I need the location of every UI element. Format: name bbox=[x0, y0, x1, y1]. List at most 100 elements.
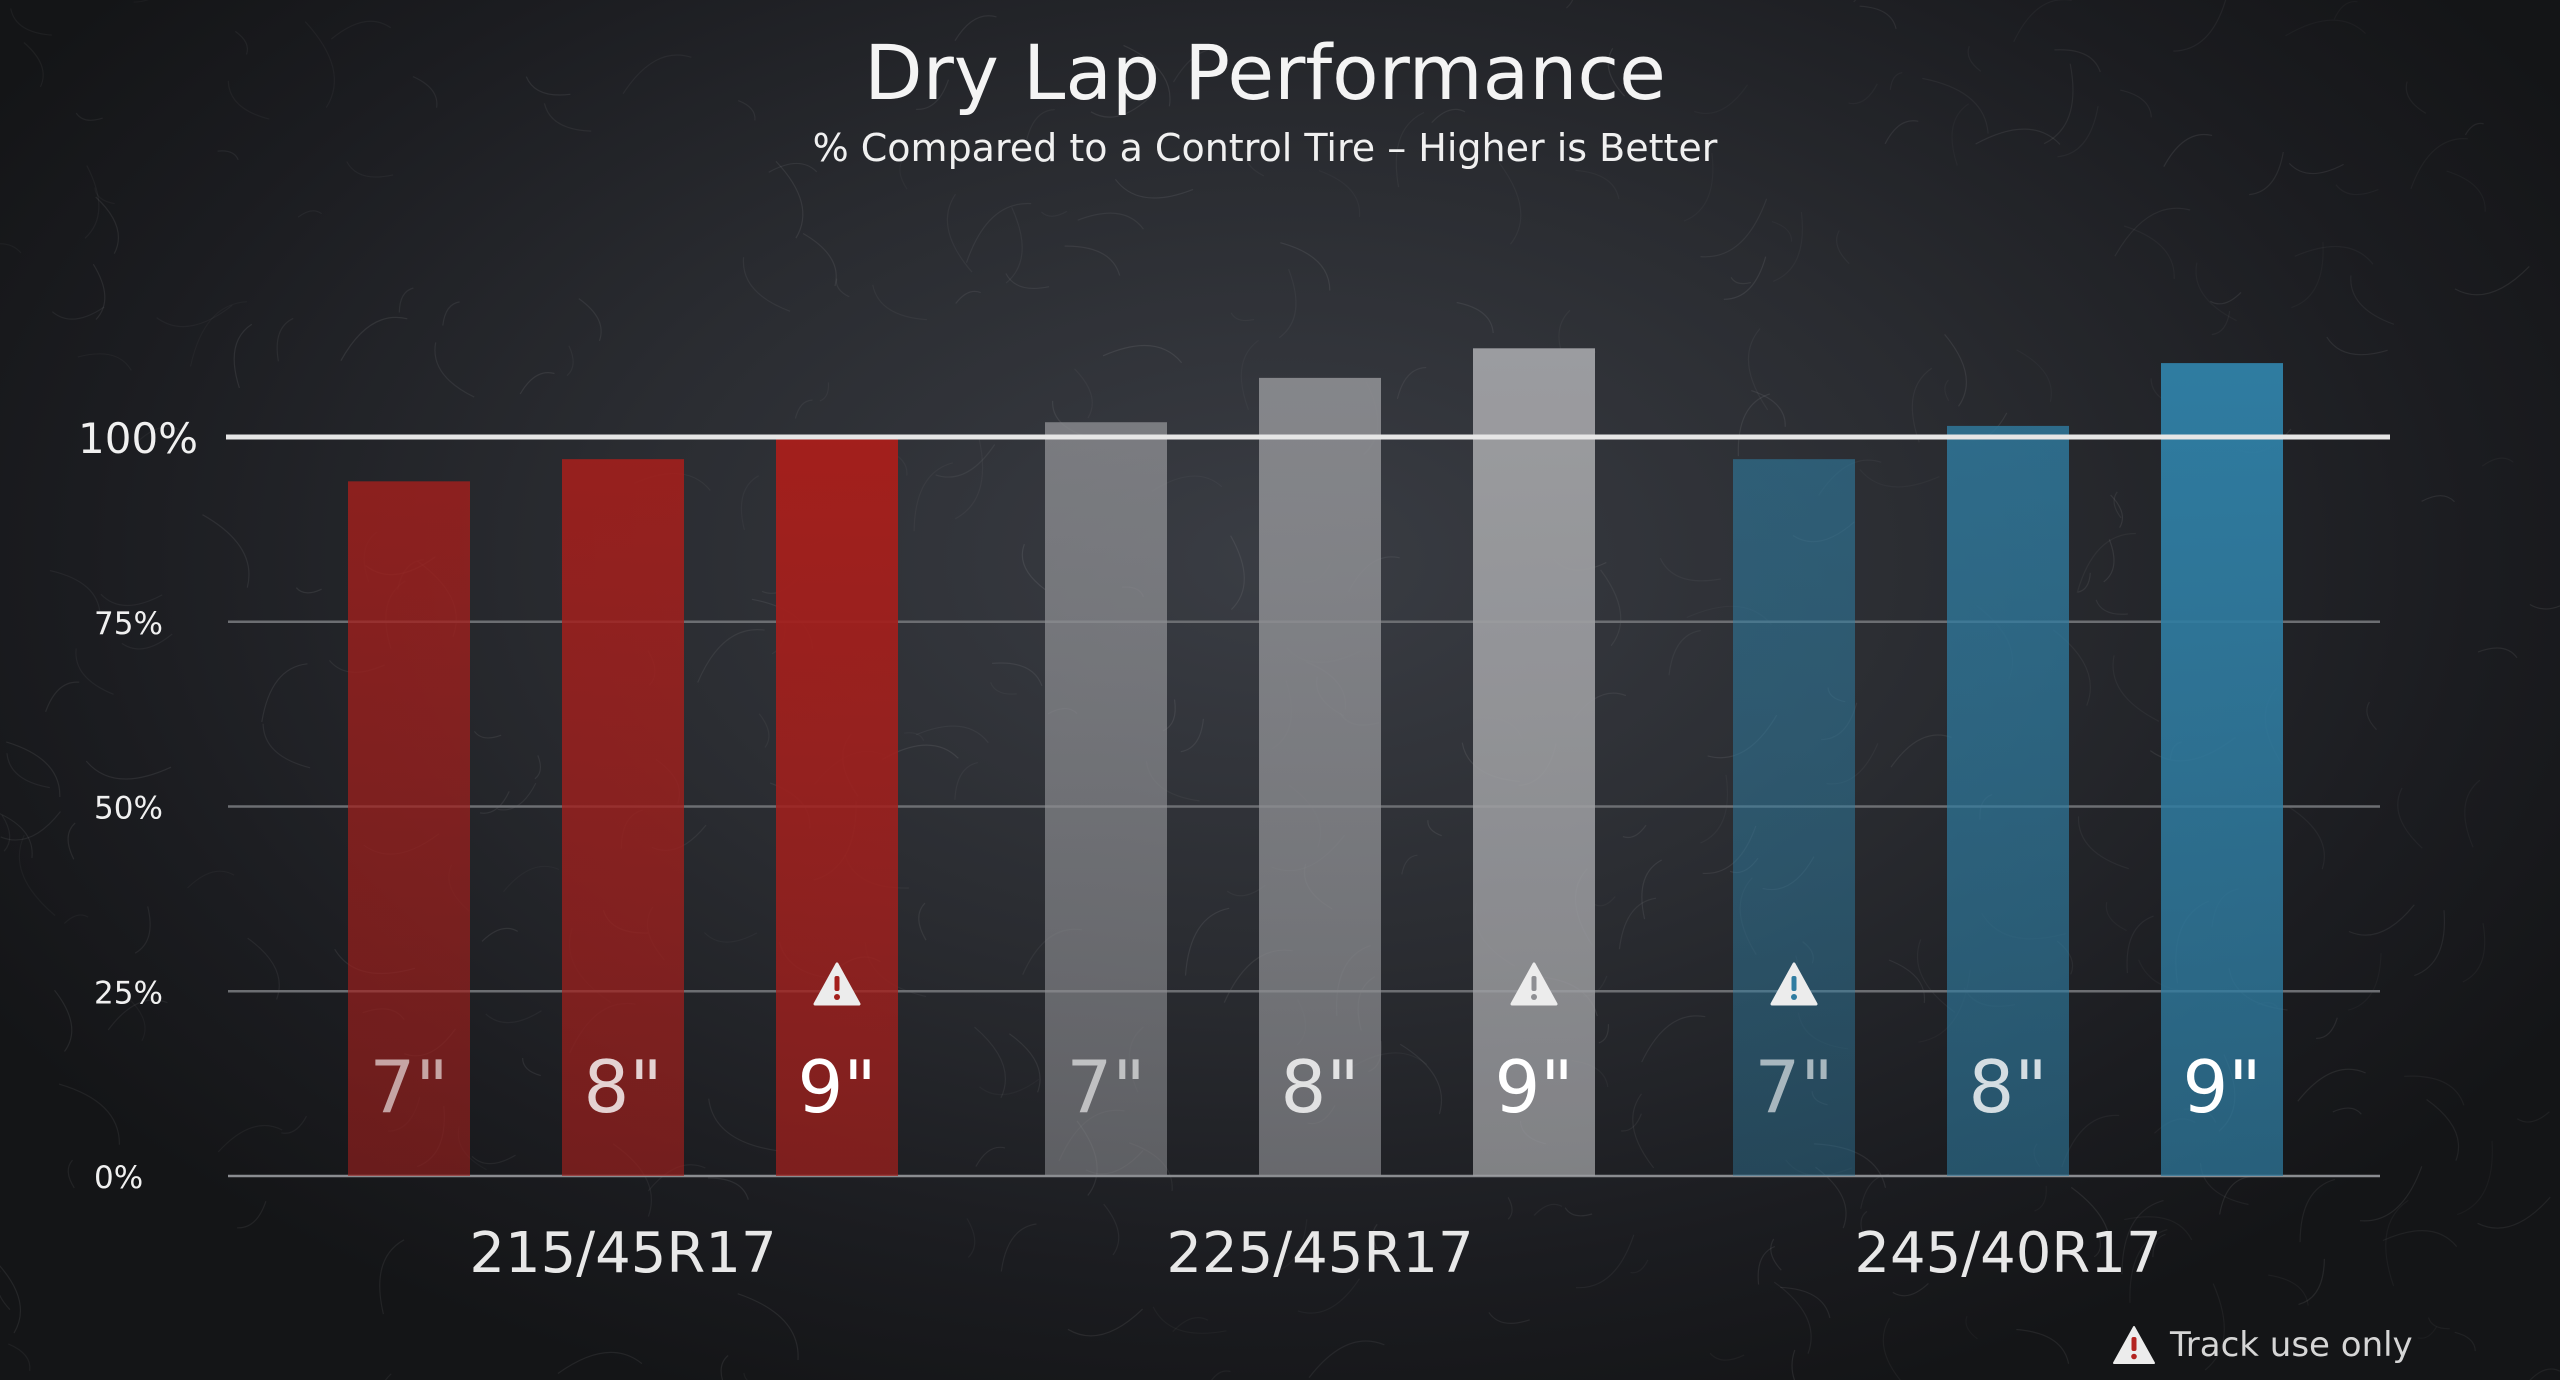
texture-fiber bbox=[2385, 1199, 2409, 1287]
texture-fiber bbox=[992, 662, 1043, 687]
texture-fiber bbox=[794, 399, 813, 419]
texture-fiber bbox=[2326, 336, 2388, 356]
texture-fiber bbox=[2454, 1331, 2476, 1352]
texture-fiber bbox=[768, 162, 818, 173]
texture-fiber bbox=[1773, 1281, 1812, 1354]
texture-fiber bbox=[2095, 599, 2128, 615]
texture-fiber bbox=[2335, 184, 2379, 196]
texture-fiber bbox=[1427, 820, 1442, 837]
texture-fiber bbox=[1102, 344, 1183, 364]
texture-fiber bbox=[304, 21, 335, 108]
texture-fiber bbox=[1564, 1207, 1593, 1217]
texture-fiber bbox=[1770, 1238, 1782, 1271]
bar bbox=[776, 437, 898, 1176]
texture-fiber bbox=[543, 103, 592, 132]
texture-fiber bbox=[1641, 859, 1662, 920]
texture-fiber bbox=[0, 1265, 21, 1334]
texture-fiber bbox=[2332, 1107, 2362, 1115]
texture-fiber bbox=[966, 1218, 976, 1258]
warning-triangle-icon bbox=[2113, 1326, 2155, 1364]
texture-fiber bbox=[1456, 301, 1494, 334]
texture-fiber bbox=[1600, 569, 1622, 647]
texture-fiber bbox=[802, 232, 837, 287]
y-tick-label: 0% bbox=[94, 1160, 143, 1196]
texture-fiber bbox=[708, 1098, 778, 1152]
texture-fiber bbox=[0, 811, 61, 841]
group-label: 245/40R17 bbox=[1854, 1221, 2161, 1286]
texture-fiber bbox=[1431, 108, 1466, 124]
texture-fiber bbox=[2464, 779, 2481, 848]
texture-fiber bbox=[1067, 1308, 1144, 1337]
texture-fiber bbox=[2076, 532, 2136, 593]
texture-fiber bbox=[525, 76, 571, 96]
texture-fiber bbox=[915, 79, 950, 110]
texture-fiber bbox=[1737, 393, 1770, 457]
texture-fiber bbox=[2477, 647, 2518, 659]
texture-fiber bbox=[1888, 959, 1926, 1003]
texture-fiber bbox=[2297, 1068, 2366, 1102]
texture-fiber bbox=[2077, 572, 2091, 593]
texture-fiber bbox=[234, 30, 249, 55]
texture-fiber bbox=[1922, 77, 1989, 134]
texture-fiber bbox=[75, 112, 103, 121]
texture-fiber bbox=[775, 160, 804, 239]
texture-fiber bbox=[2404, 1075, 2465, 1106]
texture-fiber bbox=[1709, 1352, 1745, 1361]
texture-fiber bbox=[2054, 49, 2101, 73]
texture-fiber bbox=[1575, 1234, 1635, 1289]
bar-label: 8" bbox=[1969, 1045, 2048, 1129]
texture-fiber bbox=[2070, 1186, 2111, 1264]
texture-fiber bbox=[2211, 310, 2231, 336]
texture-fiber bbox=[1021, 543, 1046, 591]
texture-fiber bbox=[1399, 1043, 1443, 1115]
texture-fiber bbox=[1890, 734, 1952, 768]
texture-fiber bbox=[1077, 212, 1144, 230]
texture-fiber bbox=[954, 15, 997, 42]
bar bbox=[1045, 422, 1167, 1177]
texture-fiber bbox=[1, 814, 11, 852]
bar-label: 8" bbox=[1281, 1045, 1360, 1129]
texture-fiber bbox=[534, 755, 542, 780]
texture-fiber bbox=[758, 713, 770, 748]
texture-fiber bbox=[295, 587, 322, 594]
texture-fiber bbox=[51, 306, 105, 320]
texture-fiber bbox=[1114, 178, 1194, 199]
texture-fiber bbox=[2057, 105, 2099, 158]
texture-fiber bbox=[743, 1372, 748, 1380]
texture-fiber bbox=[107, 999, 168, 1031]
texture-fiber bbox=[261, 663, 308, 723]
texture-fiber bbox=[2114, 207, 2191, 257]
texture-fiber bbox=[262, 723, 311, 769]
texture-fiber bbox=[2454, 265, 2530, 296]
texture-fiber bbox=[1882, 1317, 1902, 1380]
texture-fiber bbox=[217, 150, 239, 161]
texture-fiber bbox=[1280, 242, 1331, 291]
texture-fiber bbox=[2268, 1274, 2309, 1306]
texture-fiber bbox=[1507, 1197, 1513, 1220]
texture-fiber bbox=[1791, 1349, 1796, 1380]
texture-fiber bbox=[281, 1115, 308, 1134]
texture-fiber bbox=[1723, 256, 1767, 300]
texture-fiber bbox=[8, 1343, 31, 1371]
texture-fiber bbox=[974, 1026, 1006, 1099]
texture-fiber bbox=[2410, 138, 2468, 190]
texture-fiber bbox=[1211, 1370, 1231, 1380]
texture-fiber bbox=[2110, 494, 2123, 529]
texture-fiber bbox=[1911, 367, 1933, 443]
texture-fiber bbox=[2249, 151, 2284, 196]
texture-fiber bbox=[872, 284, 928, 321]
texture-fiber bbox=[2120, 89, 2152, 118]
texture-fiber bbox=[67, 1159, 75, 1189]
texture-fiber bbox=[2219, 1176, 2251, 1215]
texture-fiber bbox=[2288, 162, 2344, 175]
texture-fiber bbox=[346, 161, 394, 178]
texture-fiber bbox=[1372, 1223, 1381, 1254]
footnote-text: Track use only bbox=[2170, 1325, 2413, 1365]
texture-fiber bbox=[84, 165, 100, 239]
texture-fiber bbox=[578, 298, 602, 342]
texture-fiber bbox=[1008, 1033, 1041, 1093]
texture-fiber bbox=[2123, 225, 2175, 279]
texture-fiber bbox=[2348, 904, 2415, 936]
y-tick-label: 75% bbox=[94, 606, 163, 642]
texture-fiber bbox=[1396, 366, 1427, 400]
